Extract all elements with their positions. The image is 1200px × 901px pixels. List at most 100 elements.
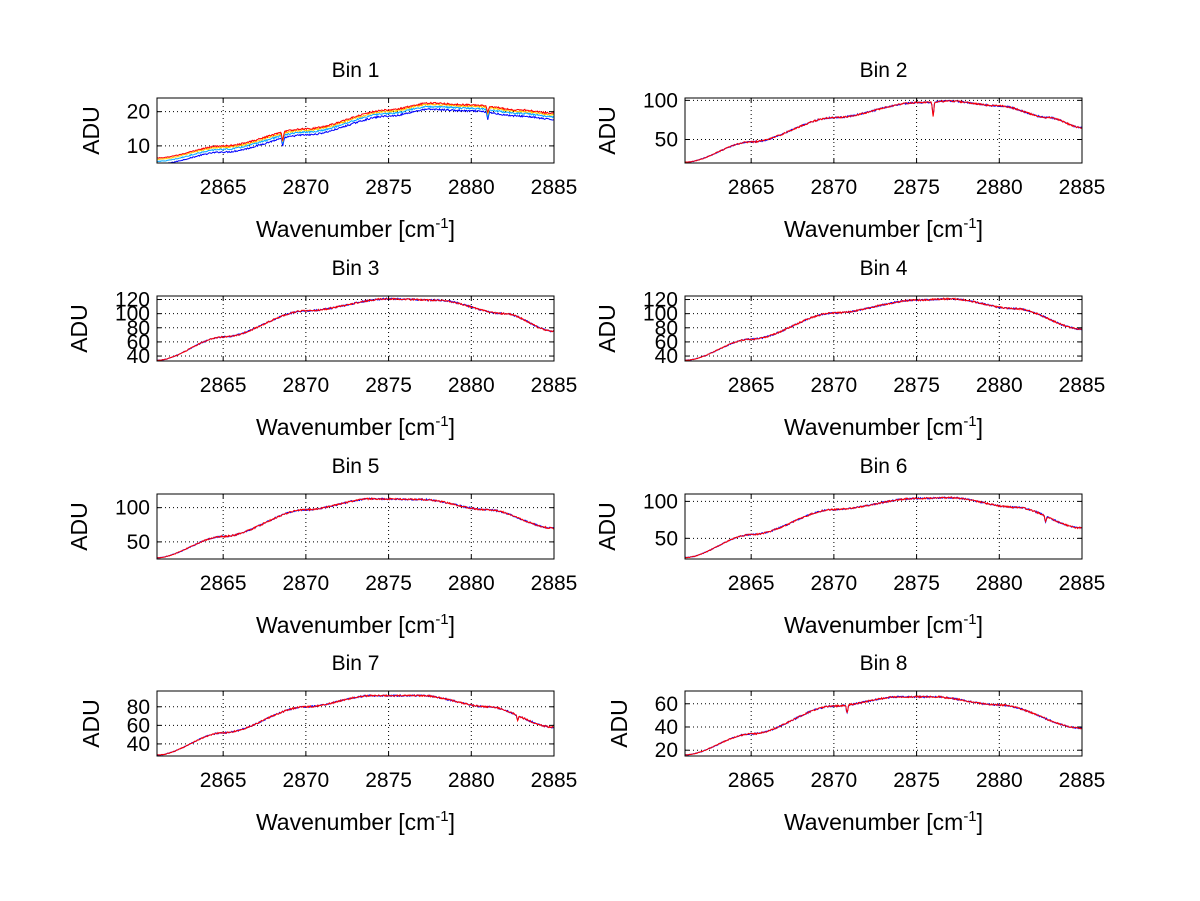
subplot-title: Bin 8 bbox=[860, 652, 908, 675]
x-axis-label-text: Wavenumber [cm bbox=[784, 414, 963, 440]
x-axis-label-superscript: -1 bbox=[963, 808, 976, 825]
x-axis-label: Wavenumber [cm-1] bbox=[256, 215, 455, 242]
x-tick-label: 2885 bbox=[531, 769, 578, 792]
series-line-3 bbox=[157, 103, 554, 160]
x-tick-label: 2865 bbox=[200, 176, 247, 199]
subplot-bin-5: 2865 2870 2875 2880 2885 50 100 Bin 5 Wavenumber… bbox=[66, 455, 577, 638]
x-axis-label-end: ] bbox=[977, 414, 983, 440]
x-tick-label: 2875 bbox=[893, 176, 940, 199]
subplot-bin-2: 2865 2870 2875 2880 2885 50 100 Bin 2 Wavenumber… bbox=[594, 59, 1105, 242]
x-axis-label-end: ] bbox=[449, 216, 455, 242]
x-axis-label-end: ] bbox=[977, 216, 983, 242]
x-tick-label: 2880 bbox=[976, 176, 1023, 199]
x-axis-label-superscript: -1 bbox=[435, 808, 448, 825]
series-line-2 bbox=[685, 99, 1082, 163]
x-tick-label: 2870 bbox=[811, 374, 858, 397]
x-tick-label: 2865 bbox=[728, 769, 775, 792]
x-tick-label: 2865 bbox=[728, 176, 775, 199]
x-tick-label: 2885 bbox=[1059, 176, 1106, 199]
y-tick-label: 100 bbox=[115, 303, 150, 326]
x-tick-label: 2865 bbox=[728, 374, 775, 397]
axes-frame bbox=[684, 493, 1083, 560]
x-tick-label: 2885 bbox=[531, 374, 578, 397]
axes-frame bbox=[156, 690, 555, 757]
x-tick-label: 2875 bbox=[365, 572, 412, 595]
x-tick-label: 2885 bbox=[1059, 572, 1106, 595]
y-tick-label: 50 bbox=[655, 527, 678, 550]
y-axis-label: ADU bbox=[594, 106, 620, 155]
y-tick-label: 40 bbox=[127, 733, 150, 756]
x-axis-label-superscript: -1 bbox=[435, 413, 448, 430]
y-tick-label: 120 bbox=[115, 289, 150, 312]
axes-frame bbox=[156, 295, 555, 362]
subplot-title: Bin 4 bbox=[860, 257, 908, 280]
x-tick-label: 2865 bbox=[200, 572, 247, 595]
x-axis-label-end: ] bbox=[977, 612, 983, 638]
y-tick-label: 100 bbox=[643, 490, 678, 513]
y-axis-label: ADU bbox=[78, 106, 104, 155]
series-line-2 bbox=[157, 694, 554, 756]
series-line-2 bbox=[157, 105, 554, 162]
x-tick-label: 2875 bbox=[365, 176, 412, 199]
y-axis-label: ADU bbox=[66, 304, 92, 353]
x-tick-label: 2870 bbox=[811, 572, 858, 595]
x-tick-label: 2875 bbox=[365, 769, 412, 792]
x-tick-label: 2875 bbox=[893, 572, 940, 595]
x-axis-label-end: ] bbox=[449, 414, 455, 440]
x-axis-label: Wavenumber [cm-1] bbox=[784, 413, 983, 440]
x-axis-label: Wavenumber [cm-1] bbox=[784, 611, 983, 638]
x-axis-label: Wavenumber [cm-1] bbox=[784, 808, 983, 835]
axes-background bbox=[685, 691, 1082, 756]
y-tick-label: 50 bbox=[655, 129, 678, 152]
x-tick-label: 2875 bbox=[365, 374, 412, 397]
y-axis-label: ADU bbox=[66, 502, 92, 551]
y-tick-label: 100 bbox=[115, 497, 150, 520]
series-line-4 bbox=[157, 101, 554, 159]
series-line-1 bbox=[165, 107, 554, 163]
x-tick-label: 2865 bbox=[200, 769, 247, 792]
y-tick-label: 40 bbox=[655, 716, 678, 739]
x-tick-label: 2885 bbox=[1059, 769, 1106, 792]
x-axis-label-text: Wavenumber [cm bbox=[784, 809, 963, 835]
subplot-title: Bin 6 bbox=[860, 455, 908, 478]
x-axis-label-end: ] bbox=[449, 612, 455, 638]
y-axis-label: ADU bbox=[594, 502, 620, 551]
x-tick-label: 2870 bbox=[811, 769, 858, 792]
x-axis-label-end: ] bbox=[449, 809, 455, 835]
x-axis-label-superscript: -1 bbox=[963, 215, 976, 232]
y-tick-label: 120 bbox=[643, 289, 678, 312]
x-axis-label-superscript: -1 bbox=[435, 215, 448, 232]
x-tick-label: 2880 bbox=[448, 374, 495, 397]
y-tick-label: 60 bbox=[127, 331, 150, 354]
axes-background bbox=[685, 494, 1082, 559]
axes-background bbox=[157, 296, 554, 361]
y-tick-label: 10 bbox=[127, 135, 150, 158]
x-axis-label: Wavenumber [cm-1] bbox=[256, 611, 455, 638]
subplot-title: Bin 7 bbox=[332, 652, 380, 675]
x-axis-label-superscript: -1 bbox=[963, 413, 976, 430]
y-axis-label: ADU bbox=[606, 699, 632, 748]
x-axis-label: Wavenumber [cm-1] bbox=[256, 808, 455, 835]
x-axis-label-text: Wavenumber [cm bbox=[256, 612, 435, 638]
x-tick-label: 2885 bbox=[531, 572, 578, 595]
x-tick-label: 2875 bbox=[893, 374, 940, 397]
series-line-2 bbox=[685, 496, 1082, 559]
x-tick-label: 2865 bbox=[200, 374, 247, 397]
y-axis-label: ADU bbox=[78, 699, 104, 748]
y-tick-label: 80 bbox=[127, 317, 150, 340]
x-tick-label: 2880 bbox=[448, 176, 495, 199]
y-tick-label: 80 bbox=[655, 317, 678, 340]
series-line-2 bbox=[157, 297, 554, 361]
x-tick-label: 2870 bbox=[283, 769, 330, 792]
x-tick-label: 2870 bbox=[283, 176, 330, 199]
y-tick-label: 20 bbox=[655, 739, 678, 762]
series-line-2 bbox=[685, 297, 1082, 361]
axes-frame bbox=[156, 493, 555, 560]
x-tick-label: 2870 bbox=[283, 572, 330, 595]
axes-frame bbox=[684, 690, 1083, 757]
y-tick-label: 60 bbox=[655, 331, 678, 354]
